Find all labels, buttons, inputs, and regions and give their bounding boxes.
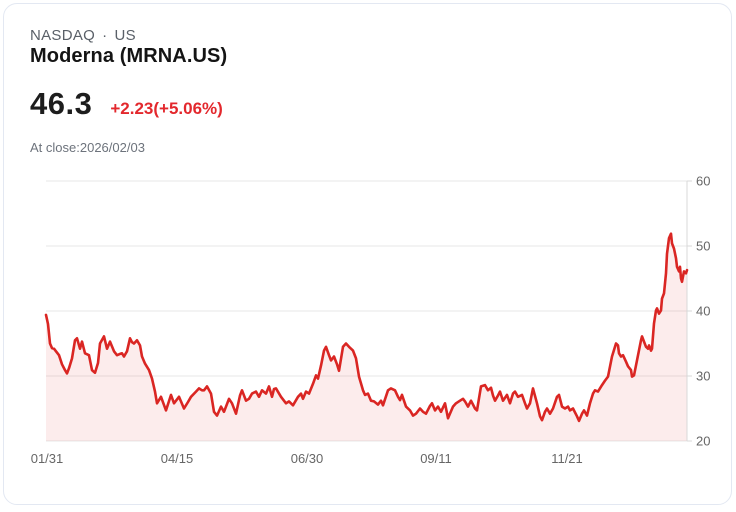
region-label: US — [114, 27, 136, 44]
y-tick-label: 60 — [696, 174, 710, 189]
x-tick-label: 06/30 — [291, 451, 324, 466]
stock-title: Moderna (MRNA.US) — [30, 45, 228, 67]
exchange-line: NASDAQ · US — [30, 27, 136, 44]
close-time-label: At close:2026/02/03 — [30, 140, 145, 155]
price-row: 46.3 +2.23(+5.06%) — [30, 86, 223, 122]
x-tick-label: 09/11 — [420, 451, 452, 466]
x-tick-label: 01/31 — [31, 451, 64, 466]
exchange-label: NASDAQ — [30, 27, 96, 44]
y-tick-label: 50 — [696, 239, 710, 254]
price-chart[interactable]: 60 50 40 30 20 01/31 04/15 06/30 09/11 11/21 — [4, 4, 736, 512]
y-tick-label: 40 — [696, 304, 710, 319]
price-area-fill — [46, 233, 687, 441]
price-change: +2.23(+5.06%) — [110, 99, 223, 118]
x-tick-label: 04/15 — [161, 451, 194, 466]
x-tick-label: 11/21 — [551, 451, 583, 466]
y-tick-label: 20 — [696, 434, 710, 449]
stock-quote-card: NASDAQ · US Moderna (MRNA.US) 46.3 +2.23(+… — [3, 3, 732, 505]
y-tick-label: 30 — [696, 369, 710, 384]
last-price: 46.3 — [30, 86, 93, 121]
price-line — [44, 232, 689, 423]
separator-dot: · — [102, 27, 108, 44]
